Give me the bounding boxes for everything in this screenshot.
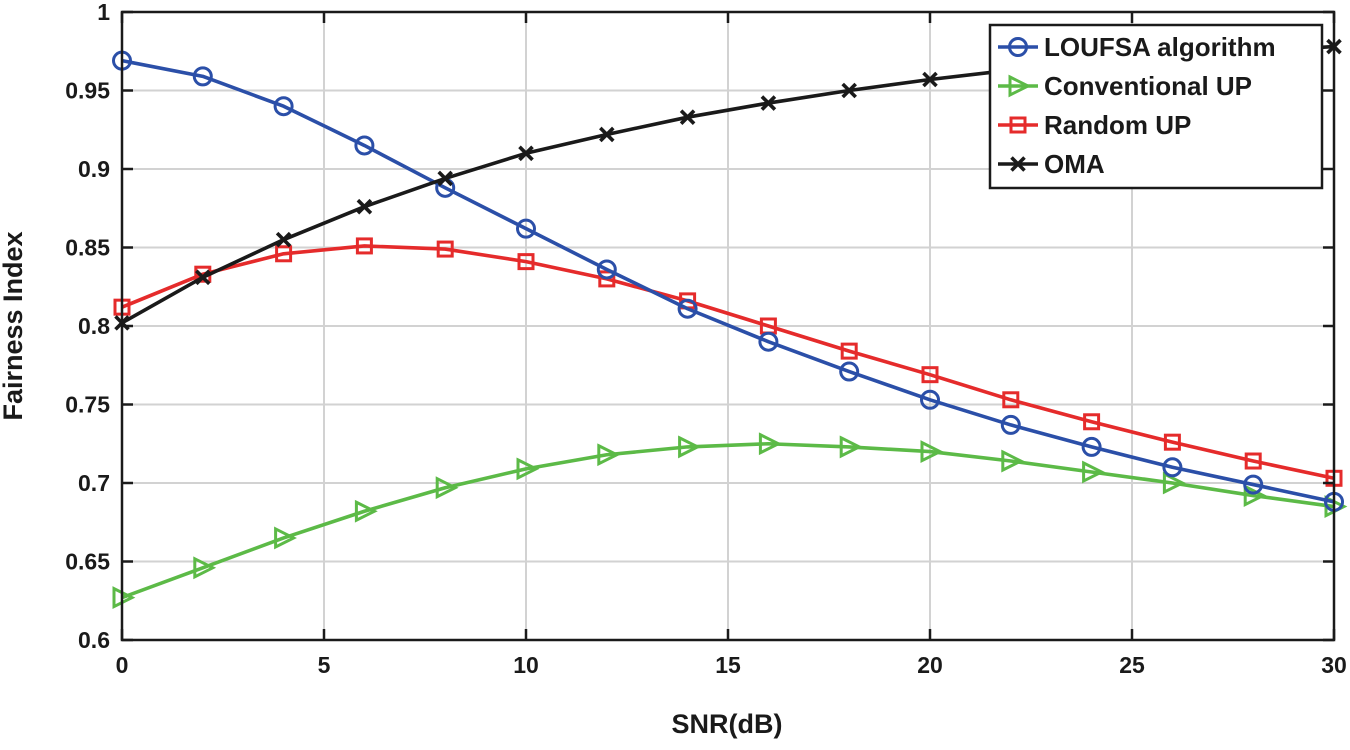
data-point-loufsa-algorithm (920, 389, 940, 410)
data-point-random-up (598, 270, 616, 288)
legend-label-oma: OMA (1044, 149, 1105, 179)
y-tick-label: 0.8 (78, 313, 110, 339)
data-point-conventional-up (1243, 484, 1267, 507)
data-point-random-up (1083, 413, 1101, 431)
legend-label-random-up: Random UP (1044, 110, 1191, 140)
data-point-conventional-up (597, 443, 621, 467)
x-tick-label: 25 (1119, 652, 1145, 678)
legend-marker-oma (1010, 156, 1026, 172)
x-tick-label: 10 (513, 652, 539, 678)
data-point-loufsa-algorithm (1162, 457, 1183, 478)
data-point-random-up (1244, 452, 1262, 470)
data-point-loufsa-algorithm (596, 259, 617, 280)
data-point-conventional-up (354, 499, 378, 523)
data-point-conventional-up (516, 457, 540, 481)
legend-marker-random-up (1009, 116, 1027, 134)
data-point-random-up (921, 366, 939, 384)
legend: LOUFSA algorithm Conventional UP Random UP… (988, 23, 1324, 190)
data-point-conventional-up (758, 432, 782, 456)
data-point-conventional-up (1162, 471, 1186, 495)
data-point-loufsa-algorithm (1243, 474, 1264, 495)
series-line-random-up (121, 244, 1335, 481)
data-point-random-up (517, 253, 535, 271)
y-axis-label: Fairness Index (0, 231, 28, 420)
data-point-conventional-up (839, 435, 863, 459)
series-random-up (113, 237, 1343, 487)
data-point-random-up (1163, 433, 1181, 451)
data-point-oma (599, 126, 615, 143)
data-point-oma (760, 95, 777, 111)
data-point-loufsa-algorithm (1000, 414, 1021, 435)
data-point-oma (275, 231, 292, 248)
data-point-loufsa-algorithm (677, 298, 698, 319)
legend-marker-conventional-up (1008, 74, 1032, 98)
y-tick-label: 0.9 (78, 156, 110, 182)
series-line-loufsa-algorithm (121, 58, 1335, 504)
data-point-loufsa-algorithm (192, 66, 213, 87)
data-point-random-up (436, 240, 454, 258)
x-tick-label: 0 (116, 652, 129, 678)
y-tick-label: 0.65 (65, 549, 110, 575)
x-tick-label: 15 (715, 652, 741, 678)
x-tick-label: 30 (1321, 652, 1347, 678)
x-tick-label: 5 (318, 652, 331, 678)
data-point-random-up (275, 245, 293, 263)
data-point-oma (922, 71, 938, 88)
x-axis-label: SNR(dB) (672, 709, 783, 739)
y-tick-label: 0.75 (65, 392, 110, 418)
legend-entry-oma: OMA (998, 149, 1105, 179)
y-tick-label: 0.7 (78, 470, 110, 496)
data-point-oma (841, 82, 857, 99)
data-point-conventional-up (193, 556, 217, 580)
data-point-conventional-up (1082, 460, 1105, 484)
series-loufsa-algorithm (112, 50, 1344, 512)
data-point-oma (195, 269, 211, 286)
data-point-loufsa-algorithm (273, 96, 294, 117)
data-point-loufsa-algorithm (1081, 436, 1102, 457)
data-point-conventional-up (435, 476, 459, 500)
y-tick-label: 0.85 (65, 235, 110, 261)
data-point-loufsa-algorithm (839, 361, 860, 382)
data-point-conventional-up (920, 440, 944, 464)
data-point-oma (356, 198, 373, 215)
data-point-oma (679, 109, 696, 125)
y-tick-label: 0.95 (65, 78, 110, 104)
data-point-random-up (840, 342, 858, 360)
legend-label-conventional-up: Conventional UP (1044, 71, 1252, 101)
legend-marker-loufsa-algorithm (1008, 37, 1028, 57)
axes-layer: 0 5 10 15 20 25 30 0.6 0.65 0.7 0.75 0.8 0.85 0.9 0.95… (65, 0, 1347, 678)
data-point-conventional-up (678, 435, 701, 459)
data-point-oma (437, 170, 453, 187)
data-point-loufsa-algorithm (354, 135, 375, 156)
x-tick-label: 20 (917, 652, 943, 678)
data-point-random-up (355, 237, 373, 255)
y-tick-label: 0.6 (78, 627, 110, 653)
data-point-random-up (1002, 391, 1020, 409)
legend-label-loufsa-algorithm: LOUFSA algorithm (1044, 32, 1276, 62)
legend-entry-conventional-up: Conventional UP (998, 71, 1252, 101)
legend-box (988, 23, 1324, 190)
data-point-loufsa-algorithm (516, 218, 536, 239)
legend-entry-random-up: Random UP (998, 110, 1191, 140)
data-point-conventional-up (1001, 449, 1025, 473)
data-point-oma (518, 145, 534, 162)
legend-entry-loufsa-algorithm: LOUFSA algorithm (998, 32, 1276, 62)
series-line-conventional-up (121, 441, 1335, 600)
data-point-loufsa-algorithm (758, 331, 779, 352)
y-tick-label: 1 (97, 0, 110, 25)
data-point-conventional-up (274, 526, 297, 550)
